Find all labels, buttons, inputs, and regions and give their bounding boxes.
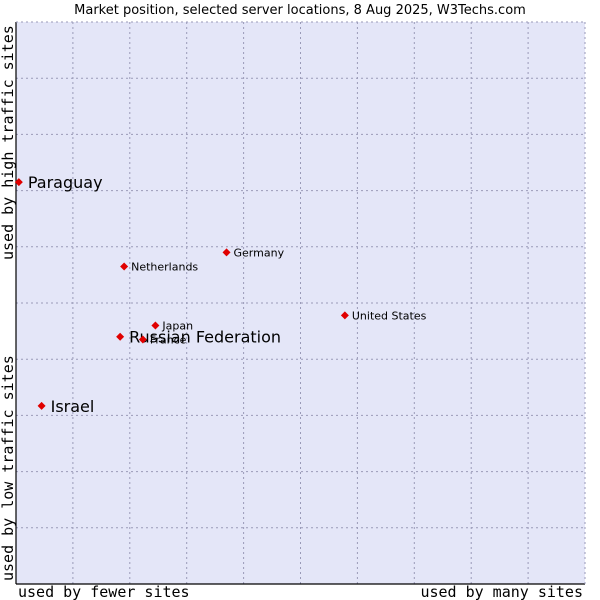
data-points: Paraguay Germany Netherlands United States J…: [14, 173, 427, 416]
point-marker-netherlands: [120, 262, 129, 271]
y-axis-label-high: used by high traffic sites: [0, 25, 17, 260]
point-marker-japan: [151, 321, 160, 330]
point-marker-israel: [37, 401, 46, 410]
point-label-russian-federation: Russian Federation: [129, 328, 281, 347]
point-marker-united-states: [340, 311, 349, 320]
point-marker-france: [138, 335, 147, 344]
point-label-france: France: [150, 334, 187, 347]
point-label-united-states: United States: [352, 309, 427, 322]
point-label-netherlands: Netherlands: [131, 260, 198, 273]
grid-lines: [16, 22, 585, 584]
point-marker-russian-federation: [116, 332, 125, 341]
chart-title: Market position, selected server locatio…: [74, 3, 526, 18]
point-label-paraguay: Paraguay: [28, 173, 103, 192]
point-marker-paraguay: [14, 178, 23, 187]
y-axis-label-low: used by low traffic sites: [0, 355, 17, 581]
point-label-israel: Israel: [51, 397, 95, 416]
x-axis-label-high: used by many sites: [420, 583, 583, 600]
x-axis-label-low: used by fewer sites: [18, 583, 190, 600]
point-label-germany: Germany: [234, 246, 285, 259]
point-label-japan: Japan: [161, 319, 193, 332]
point-marker-germany: [222, 248, 231, 257]
